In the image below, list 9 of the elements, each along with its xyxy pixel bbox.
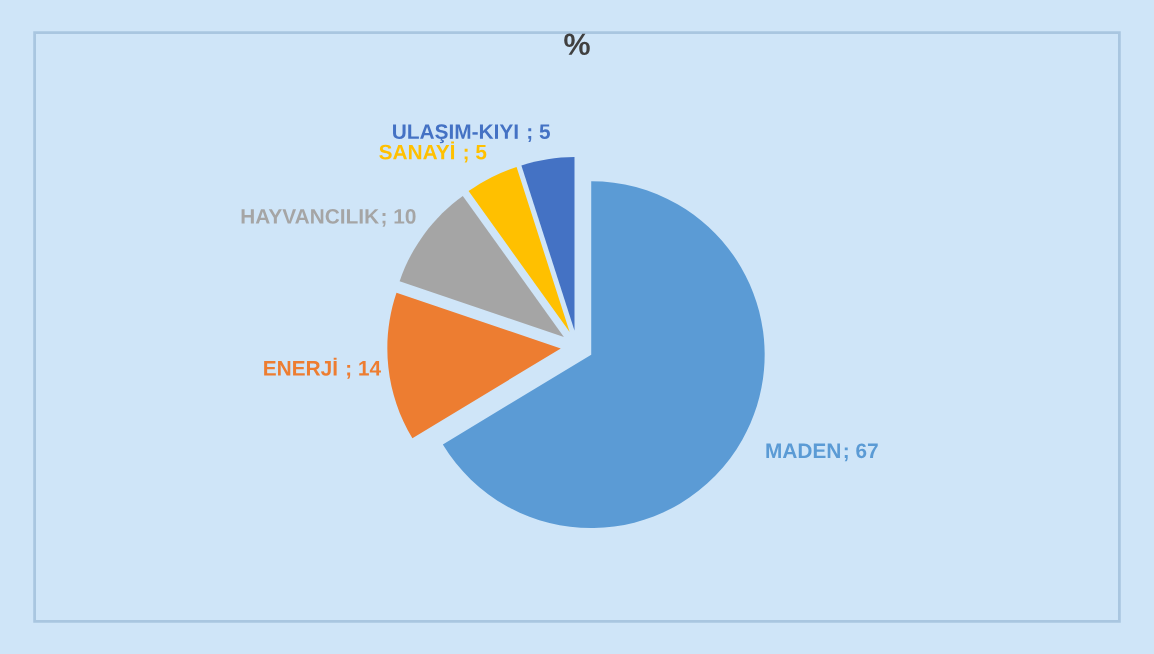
slice-label: ENERJİ bbox=[264, 357, 337, 376]
data-label: ; 10 bbox=[382, 209, 416, 227]
data-label: ; 67 bbox=[844, 443, 878, 462]
data-label: ; 5 bbox=[464, 144, 487, 163]
slice-label: HAYVANCILIK bbox=[241, 209, 379, 224]
slice-label: MADEN bbox=[766, 443, 840, 458]
chart-title: % bbox=[564, 33, 590, 56]
data-label: ; 14 bbox=[347, 361, 381, 379]
data-label: ; 5 bbox=[528, 124, 550, 143]
